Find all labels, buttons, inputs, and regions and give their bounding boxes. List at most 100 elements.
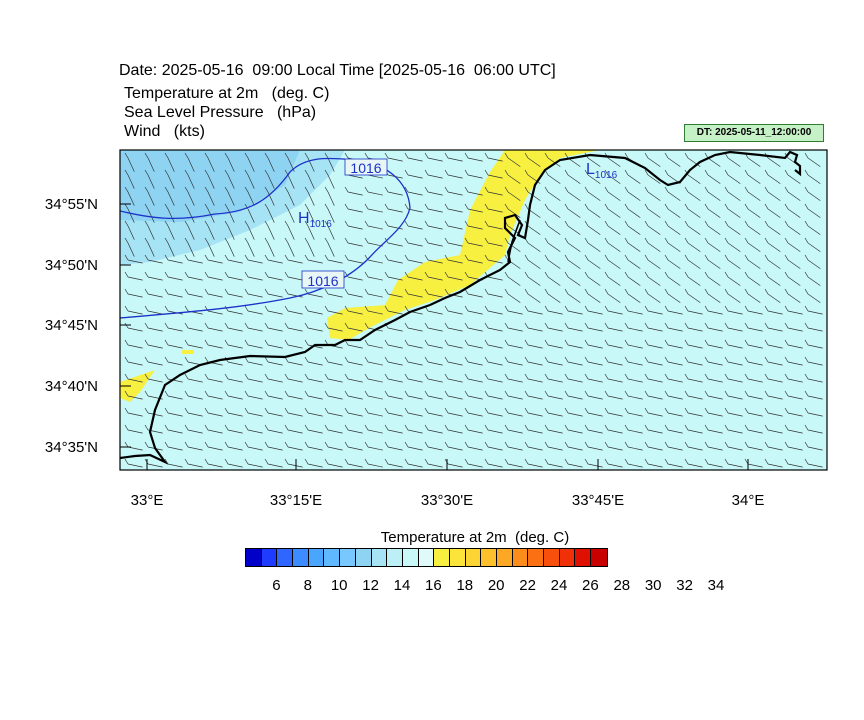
wind-barb-flag bbox=[724, 356, 729, 363]
wind-barb bbox=[327, 174, 335, 189]
wind-barb-flag bbox=[604, 373, 609, 380]
wind-barb-flag bbox=[444, 373, 449, 380]
wind-barb bbox=[207, 378, 223, 383]
wind-barb bbox=[467, 412, 483, 417]
wind-barb bbox=[147, 310, 163, 315]
wind-barb-flag bbox=[244, 271, 249, 278]
wind-barb-flag bbox=[124, 305, 129, 312]
wind-barb-flag bbox=[624, 339, 629, 346]
wind-barb bbox=[727, 412, 743, 417]
wind-barb bbox=[227, 310, 243, 315]
wind-barb bbox=[427, 327, 443, 332]
wind-barb bbox=[747, 225, 761, 235]
wind-barb bbox=[567, 344, 583, 349]
wind-barb bbox=[347, 208, 363, 213]
wind-barb bbox=[407, 361, 423, 366]
wind-barb bbox=[747, 191, 761, 201]
wind-barb bbox=[627, 395, 643, 400]
wind-barb bbox=[767, 259, 781, 269]
wind-barb-flag bbox=[404, 356, 409, 363]
wind-barb-flag bbox=[424, 254, 429, 261]
wind-barb-flag bbox=[784, 373, 789, 380]
wind-barb-flag bbox=[504, 186, 509, 193]
wind-barb bbox=[267, 293, 283, 298]
wind-barb bbox=[707, 429, 723, 434]
wind-barb-flag bbox=[804, 169, 809, 176]
wind-barb-flag bbox=[164, 407, 169, 414]
wind-barb bbox=[127, 174, 135, 189]
wind-barb bbox=[747, 259, 761, 269]
wind-barb-flag bbox=[744, 169, 749, 176]
wind-barb bbox=[167, 259, 183, 264]
wind-barb-flag bbox=[724, 322, 729, 329]
wind-barb bbox=[547, 327, 563, 332]
wind-barb bbox=[547, 446, 563, 451]
wind-barb-flag bbox=[664, 390, 669, 397]
wind-barb bbox=[647, 310, 663, 315]
wind-barb bbox=[807, 463, 823, 468]
wind-barb-flag bbox=[444, 220, 449, 227]
wind-barb bbox=[647, 191, 661, 201]
wind-barb bbox=[447, 259, 463, 264]
wind-barb bbox=[647, 225, 661, 235]
wind-barb bbox=[267, 429, 283, 434]
wind-barb-flag bbox=[464, 169, 469, 176]
wind-barb bbox=[707, 276, 721, 286]
wind-barb-flag bbox=[784, 424, 789, 431]
wind-barb-flag bbox=[324, 441, 329, 448]
wind-barb bbox=[787, 463, 803, 468]
colorbar-swatch bbox=[355, 549, 372, 566]
wind-barb bbox=[387, 446, 403, 451]
wind-barb-flag bbox=[404, 186, 409, 193]
colorbar-label: 32 bbox=[676, 577, 693, 594]
wind-barb bbox=[727, 395, 743, 400]
wind-barb bbox=[767, 378, 783, 383]
wind-barb-flag bbox=[444, 254, 449, 261]
wind-barb bbox=[627, 259, 641, 269]
wind-barb bbox=[547, 463, 563, 468]
wind-barb bbox=[367, 293, 383, 298]
wind-barb bbox=[447, 242, 463, 247]
wind-barb-flag bbox=[464, 424, 469, 431]
wind-barb bbox=[487, 191, 503, 196]
wind-barb-flag bbox=[484, 458, 489, 465]
wind-barb-flag bbox=[764, 254, 769, 261]
wind-barb bbox=[627, 327, 643, 332]
wind-barb bbox=[327, 157, 335, 172]
wind-barb-flag bbox=[524, 424, 529, 431]
wind-barb-flag bbox=[684, 152, 689, 159]
wind-barb bbox=[787, 429, 803, 434]
wind-barb-flag bbox=[544, 288, 549, 295]
wind-barb-flag bbox=[584, 203, 589, 210]
wind-barb-flag bbox=[464, 458, 469, 465]
wind-barb-flag bbox=[804, 305, 809, 312]
wind-barb-flag bbox=[124, 441, 129, 448]
wind-barb-flag bbox=[224, 339, 229, 346]
wind-barb-flag bbox=[204, 407, 209, 414]
wind-barb-flag bbox=[444, 152, 449, 159]
wind-barb-flag bbox=[784, 271, 789, 278]
wind-barb-flag bbox=[464, 305, 469, 312]
colorbar-swatch bbox=[324, 549, 341, 566]
wind-barb-flag bbox=[404, 458, 409, 465]
wind-barb-flag bbox=[464, 441, 469, 448]
wind-barb bbox=[647, 429, 663, 434]
wind-barb-flag bbox=[124, 390, 129, 397]
wind-barb-flag bbox=[264, 373, 269, 380]
wind-barb bbox=[287, 429, 303, 434]
wind-barb bbox=[187, 412, 203, 417]
wind-barb-flag bbox=[644, 237, 649, 244]
wind-barb bbox=[287, 463, 303, 468]
wind-barb-flag bbox=[324, 305, 329, 312]
wind-barb-flag bbox=[224, 203, 229, 210]
wind-barb-flag bbox=[484, 373, 489, 380]
wind-barb-flag bbox=[724, 305, 729, 312]
wind-barb bbox=[607, 191, 621, 201]
wind-barb bbox=[127, 191, 135, 206]
wind-barb bbox=[507, 361, 523, 366]
wind-barb bbox=[307, 310, 323, 315]
wind-barb bbox=[327, 378, 343, 383]
wind-barb-flag bbox=[284, 237, 289, 244]
wind-barb bbox=[707, 225, 721, 235]
wind-barb-flag bbox=[244, 407, 249, 414]
